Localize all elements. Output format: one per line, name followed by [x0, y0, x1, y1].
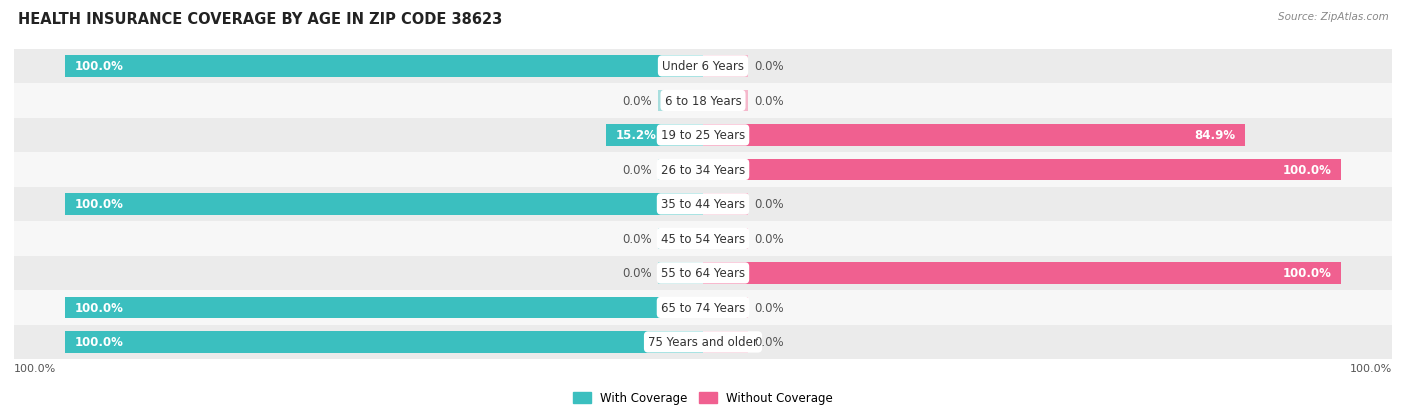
Text: 100.0%: 100.0% — [75, 336, 124, 349]
Bar — [658, 263, 703, 284]
Text: 100.0%: 100.0% — [1282, 267, 1331, 280]
Text: 0.0%: 0.0% — [754, 233, 783, 245]
Text: 100.0%: 100.0% — [14, 363, 56, 373]
Bar — [703, 159, 1341, 181]
Bar — [14, 325, 1392, 359]
Bar — [14, 119, 1392, 153]
Text: 0.0%: 0.0% — [623, 233, 652, 245]
Bar — [703, 331, 748, 353]
Bar — [65, 297, 703, 318]
Bar — [14, 256, 1392, 290]
Bar — [703, 297, 748, 318]
Bar — [14, 187, 1392, 222]
Legend: With Coverage, Without Coverage: With Coverage, Without Coverage — [568, 387, 838, 409]
Bar — [65, 331, 703, 353]
Text: 84.9%: 84.9% — [1194, 129, 1234, 142]
Text: 100.0%: 100.0% — [75, 198, 124, 211]
Text: 0.0%: 0.0% — [754, 95, 783, 108]
Text: 6 to 18 Years: 6 to 18 Years — [665, 95, 741, 108]
Text: 0.0%: 0.0% — [754, 301, 783, 314]
Bar — [606, 125, 703, 146]
Bar — [703, 228, 748, 249]
Text: 100.0%: 100.0% — [1282, 164, 1331, 176]
Bar — [65, 194, 703, 215]
Text: 26 to 34 Years: 26 to 34 Years — [661, 164, 745, 176]
Text: 0.0%: 0.0% — [754, 198, 783, 211]
Bar — [703, 194, 748, 215]
Bar — [658, 159, 703, 181]
Bar — [14, 153, 1392, 187]
Text: 0.0%: 0.0% — [623, 95, 652, 108]
Bar — [14, 84, 1392, 119]
Text: 45 to 54 Years: 45 to 54 Years — [661, 233, 745, 245]
Text: 35 to 44 Years: 35 to 44 Years — [661, 198, 745, 211]
Bar — [703, 90, 748, 112]
Bar — [658, 228, 703, 249]
Bar — [65, 56, 703, 78]
Text: 100.0%: 100.0% — [75, 60, 124, 73]
Text: 0.0%: 0.0% — [623, 267, 652, 280]
Text: 0.0%: 0.0% — [754, 60, 783, 73]
Text: HEALTH INSURANCE COVERAGE BY AGE IN ZIP CODE 38623: HEALTH INSURANCE COVERAGE BY AGE IN ZIP … — [18, 12, 502, 27]
Text: 19 to 25 Years: 19 to 25 Years — [661, 129, 745, 142]
Text: Under 6 Years: Under 6 Years — [662, 60, 744, 73]
Bar — [14, 222, 1392, 256]
Text: 100.0%: 100.0% — [1350, 363, 1392, 373]
Bar — [703, 125, 1244, 146]
Bar — [14, 50, 1392, 84]
Bar — [658, 90, 703, 112]
Text: Source: ZipAtlas.com: Source: ZipAtlas.com — [1278, 12, 1389, 22]
Bar — [703, 263, 1341, 284]
Bar — [14, 290, 1392, 325]
Text: 65 to 74 Years: 65 to 74 Years — [661, 301, 745, 314]
Bar — [703, 56, 748, 78]
Text: 15.2%: 15.2% — [616, 129, 657, 142]
Text: 0.0%: 0.0% — [623, 164, 652, 176]
Text: 55 to 64 Years: 55 to 64 Years — [661, 267, 745, 280]
Text: 0.0%: 0.0% — [754, 336, 783, 349]
Text: 75 Years and older: 75 Years and older — [648, 336, 758, 349]
Text: 100.0%: 100.0% — [75, 301, 124, 314]
